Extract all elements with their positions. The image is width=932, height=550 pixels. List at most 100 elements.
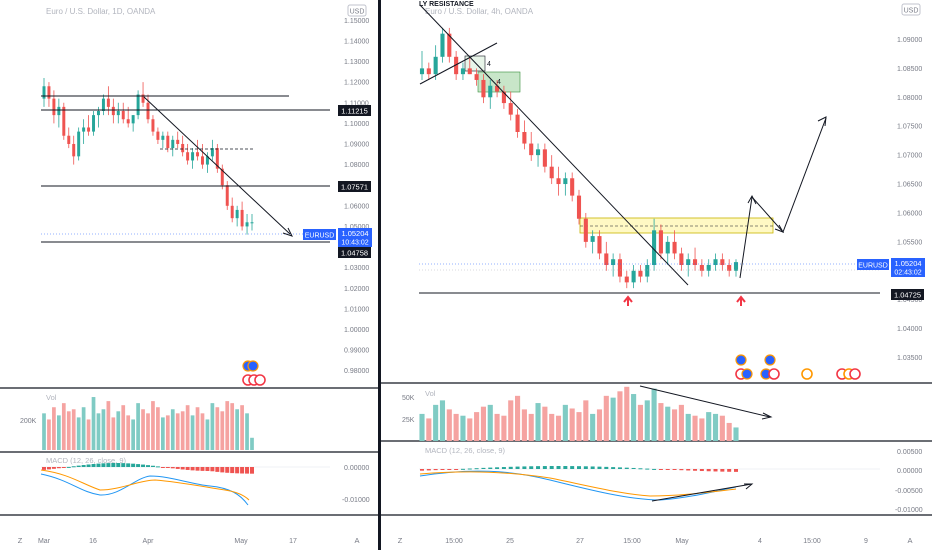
right-volume-tick-25k: 25K: [402, 417, 415, 424]
svg-text:15:00: 15:00: [445, 538, 463, 545]
price-tick-label: 1.07000: [897, 153, 922, 160]
eu-flag-icon: [741, 368, 753, 380]
volume-bar: [161, 417, 165, 450]
candle-body: [611, 259, 616, 266]
volume-bar: [245, 413, 249, 450]
svg-text:1.05204: 1.05204: [341, 229, 368, 238]
candle-body: [570, 178, 575, 196]
candle-body: [77, 131, 81, 157]
volume-bar: [66, 411, 71, 450]
right-macd-tick-1: 0.00500: [897, 449, 922, 456]
svg-text:1.11215: 1.11215: [341, 107, 368, 116]
candle-body: [101, 98, 105, 111]
price-tick-label: 1.09000: [897, 37, 922, 44]
macd-histogram-bar: [126, 463, 131, 467]
left-time-axis[interactable]: Mar 16 Apr May 17: [38, 538, 297, 545]
macd-histogram-bar: [225, 467, 230, 473]
volume-bar: [81, 407, 86, 450]
macd-histogram-bar: [460, 468, 465, 470]
right-level-tag-104725: 1.04725: [891, 289, 924, 300]
svg-text:9: 9: [864, 538, 868, 545]
right-macd-tick-3: -0.00500: [895, 488, 923, 495]
macd-histogram-bar: [205, 467, 210, 471]
macd-histogram-bar: [146, 465, 150, 467]
buy-signal-arrow-icon: [623, 295, 633, 306]
resistance-label[interactable]: LY RESISTANCE: [419, 1, 474, 8]
price-tick-label: 1.02000: [344, 286, 369, 293]
volume-bar: [215, 407, 220, 450]
us-flag-icon: [801, 368, 813, 380]
macd-histogram-bar: [467, 468, 472, 470]
macd-histogram-bar: [563, 466, 568, 469]
macd-histogram-bar: [200, 467, 205, 471]
projection-arrowhead-icon: [817, 116, 827, 127]
volume-bar: [426, 418, 432, 441]
volume-bar: [116, 411, 121, 450]
left-signal-line: [40, 469, 250, 501]
volume-bar: [165, 415, 170, 450]
volume-bar: [542, 406, 548, 441]
right-upper-trend-line[interactable]: [419, 42, 498, 85]
right-auto-scale-button[interactable]: A: [907, 536, 912, 545]
right-chart-panel[interactable]: Euro / U.S. Dollar, 4h, OANDA LY RESISTA…: [381, 1, 932, 545]
macd-histogram-bar: [542, 466, 547, 469]
volume-bar: [665, 406, 671, 441]
macd-histogram-bar: [56, 467, 61, 469]
macd-histogram-bar: [86, 464, 91, 467]
macd-histogram-bar: [624, 467, 629, 469]
right-descending-trend-line[interactable]: [419, 4, 689, 286]
left-currency-button[interactable]: USD: [347, 4, 367, 17]
right-time-axis[interactable]: 15:00 25 27 15:00 May 4 15:00 9: [445, 538, 868, 545]
volume-bar: [47, 419, 51, 450]
right-symbol-tag[interactable]: EURUSD: [857, 259, 889, 270]
macd-histogram-bar: [71, 466, 76, 468]
left-trend-line[interactable]: [143, 96, 291, 235]
left-macd-tick-neg: -0.01000: [342, 497, 370, 504]
projection-arrowhead-icon: [774, 224, 785, 233]
macd-histogram-bar: [611, 467, 616, 469]
right-economic-events[interactable]: [735, 354, 861, 380]
volume-trend-line[interactable]: [639, 385, 771, 418]
candle-body: [686, 259, 691, 266]
candle-body: [191, 152, 195, 161]
supply-zone-box[interactable]: [579, 217, 774, 234]
candle-body: [706, 265, 711, 271]
volume-bar: [467, 418, 473, 441]
candle-body: [62, 106, 66, 136]
svg-text:27: 27: [576, 538, 584, 545]
macd-arrowhead-icon: [744, 483, 754, 490]
candle-body: [205, 156, 209, 165]
volume-bar: [555, 415, 562, 441]
candle-body: [447, 33, 452, 57]
volume-bar: [185, 405, 190, 450]
volume-arrowhead-icon: [761, 412, 773, 420]
macd-histogram-bar: [426, 469, 431, 471]
macd-histogram-bar: [165, 467, 170, 468]
macd-histogram-bar: [106, 463, 111, 467]
macd-histogram-bar: [121, 463, 126, 467]
candle-body: [501, 91, 506, 104]
price-tick-label: 1.05000: [344, 224, 369, 231]
left-volume-bars: [42, 397, 254, 450]
left-symbol-tag[interactable]: EURUSD: [303, 229, 336, 240]
macd-histogram-bar: [160, 467, 165, 468]
price-tick-label: 1.07500: [897, 124, 922, 131]
volume-bar: [250, 437, 254, 450]
macd-histogram-bar: [556, 466, 561, 469]
left-auto-scale-button[interactable]: A: [354, 536, 359, 545]
left-chart-panel[interactable]: Euro / U.S. Dollar, 1D, OANDA USD 1.1500…: [0, 4, 378, 545]
volume-bar: [637, 404, 643, 441]
volume-bar: [170, 409, 175, 450]
right-currency-button[interactable]: USD: [901, 3, 921, 16]
macd-histogram-bar: [185, 467, 190, 470]
panel-divider[interactable]: [378, 0, 381, 550]
volume-bar: [76, 417, 81, 450]
left-economic-events[interactable]: [242, 360, 266, 386]
price-tick-label: 1.13000: [344, 59, 369, 66]
right-zoom-button[interactable]: Z: [398, 536, 403, 545]
macd-histogram-bar: [693, 469, 698, 471]
right-macd-pane: [419, 466, 880, 502]
macd-histogram-bar: [522, 466, 527, 469]
projected-path[interactable]: [739, 117, 827, 279]
left-zoom-button[interactable]: Z: [18, 536, 23, 545]
